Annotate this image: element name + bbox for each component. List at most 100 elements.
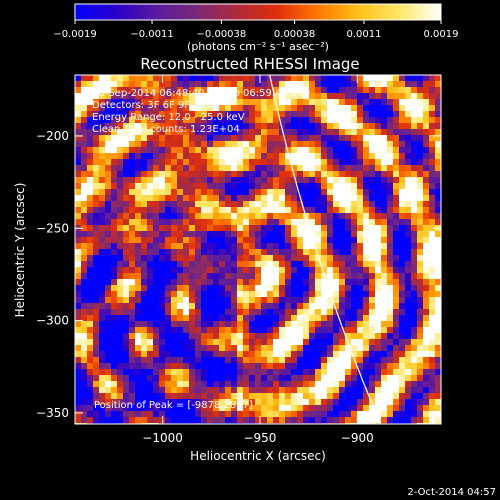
heatmap-cell — [171, 393, 177, 399]
heatmap-cell — [369, 165, 375, 171]
heatmap-cell — [297, 327, 303, 333]
heatmap-cell — [99, 87, 105, 93]
heatmap-cell — [393, 339, 399, 345]
heatmap-cell — [309, 165, 315, 171]
heatmap-cell — [177, 219, 183, 225]
heatmap-cell — [309, 393, 315, 399]
heatmap-cell — [129, 213, 135, 219]
heatmap-cell — [369, 237, 375, 243]
heatmap-cell — [243, 363, 249, 369]
heatmap-cell — [147, 375, 153, 381]
heatmap-cell — [399, 381, 405, 387]
heatmap-cell — [123, 297, 129, 303]
heatmap-cell — [315, 399, 321, 405]
heatmap-cell — [339, 75, 345, 81]
heatmap-cell — [153, 141, 159, 147]
heatmap-cell — [351, 321, 357, 327]
heatmap-cell — [225, 171, 231, 177]
heatmap-cell — [333, 321, 339, 327]
heatmap-cell — [135, 369, 141, 375]
heatmap-cell — [183, 411, 189, 417]
heatmap-cell — [339, 399, 345, 405]
heatmap-cell — [399, 249, 405, 255]
heatmap-cell — [411, 249, 417, 255]
heatmap-cell — [111, 81, 117, 87]
heatmap-cell — [141, 363, 147, 369]
heatmap-cell — [93, 375, 99, 381]
heatmap-cell — [87, 255, 93, 261]
heatmap-cell — [357, 405, 363, 411]
heatmap-cell — [249, 351, 255, 357]
heatmap-cell — [393, 291, 399, 297]
heatmap-cell — [279, 213, 285, 219]
heatmap-cell — [267, 387, 273, 393]
heatmap-cell — [159, 123, 165, 129]
heatmap-cell — [213, 111, 219, 117]
heatmap-cell — [351, 165, 357, 171]
heatmap-cell — [375, 111, 381, 117]
heatmap-cell — [231, 393, 237, 399]
heatmap-cell — [417, 339, 423, 345]
heatmap-cell — [243, 189, 249, 195]
heatmap-cell — [237, 219, 243, 225]
heatmap-cell — [165, 405, 171, 411]
heatmap-cell — [321, 327, 327, 333]
heatmap-cell — [321, 357, 327, 363]
heatmap-cell — [225, 417, 231, 423]
heatmap-cell — [321, 81, 327, 87]
heatmap-cell — [129, 381, 135, 387]
heatmap-cell — [225, 111, 231, 117]
heatmap-cell — [135, 207, 141, 213]
heatmap-cell — [141, 237, 147, 243]
heatmap-cell — [147, 243, 153, 249]
heatmap-cell — [237, 315, 243, 321]
heatmap-cell — [327, 411, 333, 417]
heatmap-cell — [225, 75, 231, 81]
heatmap-cell — [387, 231, 393, 237]
heatmap-cell — [399, 111, 405, 117]
heatmap-cell — [75, 261, 81, 267]
heatmap-cell — [111, 189, 117, 195]
heatmap-cell — [81, 165, 87, 171]
heatmap-cell — [249, 159, 255, 165]
heatmap-cell — [273, 399, 279, 405]
heatmap-cell — [369, 219, 375, 225]
heatmap-cell — [357, 417, 363, 423]
heatmap-cell — [375, 279, 381, 285]
heatmap-cell — [345, 111, 351, 117]
heatmap-cell — [243, 381, 249, 387]
heatmap-cell — [171, 165, 177, 171]
heatmap-cell — [297, 219, 303, 225]
heatmap-cell — [159, 345, 165, 351]
heatmap-cell — [105, 273, 111, 279]
heatmap-cell — [189, 345, 195, 351]
heatmap-cell — [165, 381, 171, 387]
heatmap-cell — [255, 375, 261, 381]
heatmap-cell — [429, 297, 435, 303]
heatmap-cell — [81, 351, 87, 357]
heatmap-cell — [171, 267, 177, 273]
heatmap-cell — [291, 321, 297, 327]
heatmap-cell — [213, 261, 219, 267]
heatmap-cell — [321, 315, 327, 321]
heatmap-cell — [279, 327, 285, 333]
heatmap-cell — [399, 183, 405, 189]
heatmap-cell — [195, 165, 201, 171]
heatmap-cell — [213, 399, 219, 405]
heatmap-cell — [105, 81, 111, 87]
heatmap-cell — [351, 81, 357, 87]
heatmap-cell — [255, 273, 261, 279]
heatmap-cell — [429, 417, 435, 423]
heatmap-cell — [81, 291, 87, 297]
heatmap-cell — [429, 87, 435, 93]
heatmap-cell — [285, 351, 291, 357]
heatmap-cell — [363, 153, 369, 159]
heatmap-cell — [381, 411, 387, 417]
heatmap-cell — [321, 207, 327, 213]
heatmap-cell — [159, 207, 165, 213]
heatmap-cell — [231, 417, 237, 423]
heatmap-cell — [285, 225, 291, 231]
heatmap-cell — [75, 327, 81, 333]
heatmap-cell — [429, 129, 435, 135]
heatmap-cell — [387, 141, 393, 147]
